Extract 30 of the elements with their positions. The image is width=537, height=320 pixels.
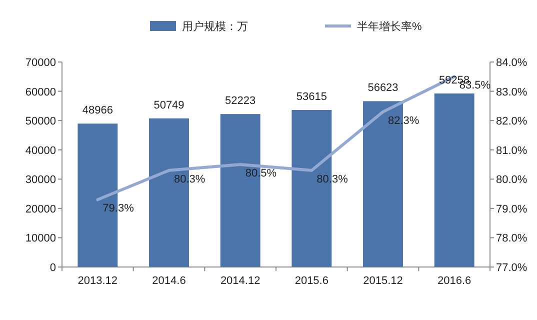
x-tick-label: 2014.6 (152, 275, 186, 287)
y2-tick-label: 83.0% (496, 86, 528, 98)
y-tick-label: 30000 (25, 174, 56, 186)
data-label: 52223 (225, 95, 256, 108)
y2-tick-label: 80.0% (496, 174, 528, 186)
y2-tick-label: 84.0% (496, 57, 528, 69)
x-tick-label: 2013.12 (78, 275, 118, 287)
y2-tick-label: 78.0% (496, 232, 528, 245)
x-tick-label: 2014.12 (220, 275, 260, 287)
legend-label: 用户规模：万 (182, 20, 248, 33)
y-tick-label: 40000 (25, 144, 56, 157)
y-tick-label: 20000 (25, 203, 56, 216)
y-tick-label: 50000 (25, 116, 56, 128)
y-tick-label: 60000 (25, 86, 56, 98)
y2-tick-label: 79.0% (496, 203, 528, 216)
data-label: 56623 (368, 82, 398, 94)
y2-tick-label: 82.0% (496, 116, 528, 128)
data-label: 53615 (296, 90, 327, 103)
legend-label: 半年增长率% (357, 20, 422, 33)
data-label: 48966 (82, 104, 113, 117)
y-tick-label: 0 (50, 262, 56, 274)
x-tick-label: 2015.6 (294, 275, 328, 287)
x-tick-label: 2016.6 (438, 275, 472, 287)
y-tick-label: 70000 (25, 57, 56, 69)
x-tick-label: 2015.12 (363, 275, 403, 287)
y2-tick-label: 77.0% (496, 262, 528, 274)
y-tick-label: 10000 (25, 232, 56, 245)
data-label: 50749 (154, 99, 184, 112)
y2-tick-label: 81.0% (496, 144, 528, 157)
bar (434, 93, 474, 267)
